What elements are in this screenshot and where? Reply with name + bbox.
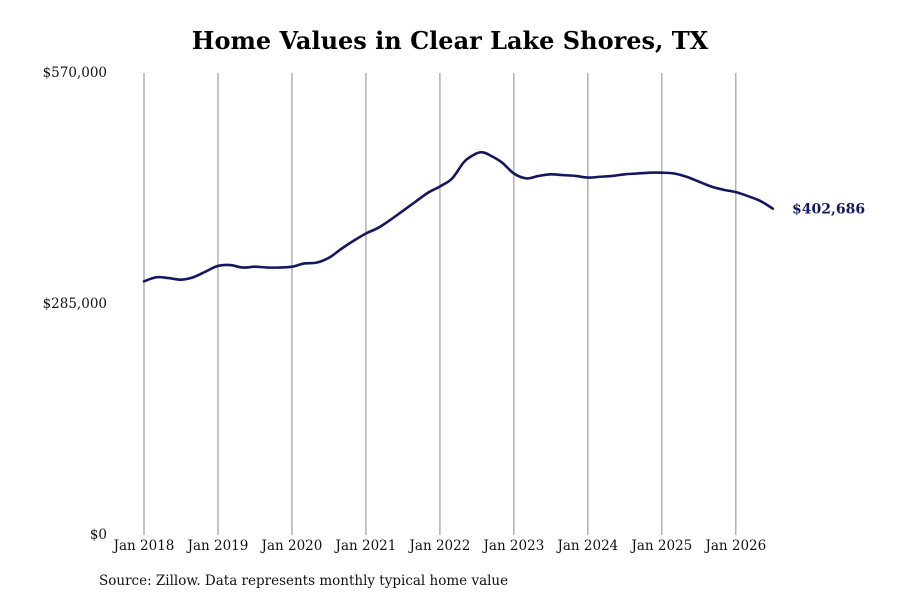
x-tick-label: Jan 2021 xyxy=(334,538,397,554)
x-tick-label: Jan 2019 xyxy=(186,538,249,554)
y-tick-label: $0 xyxy=(90,527,107,543)
chart-title: Home Values in Clear Lake Shores, TX xyxy=(191,26,709,55)
x-tick-label: Jan 2025 xyxy=(629,538,692,554)
x-tick-label: Jan 2023 xyxy=(481,538,544,554)
series-end-label: $402,686 xyxy=(792,202,865,218)
source-note: Source: Zillow. Data represents monthly … xyxy=(99,573,509,589)
series-group: $402,686 xyxy=(142,150,865,283)
x-tick-label: Jan 2020 xyxy=(260,538,323,554)
y-tick-label: $570,000 xyxy=(43,65,107,81)
series-line xyxy=(142,150,775,283)
x-tick-label: Jan 2024 xyxy=(555,538,618,554)
x-gridlines xyxy=(143,73,737,535)
y-tick-label: $285,000 xyxy=(43,296,107,312)
x-tick-labels: Jan 2018 Jan 2019 Jan 2020 Jan 2021 Jan 2022… xyxy=(112,538,767,554)
x-tick-label: Jan 2018 xyxy=(112,538,175,554)
y-tick-labels: $0 $285,000 $570,000 xyxy=(43,65,107,543)
x-tick-label: Jan 2026 xyxy=(703,538,766,554)
x-tick-label: Jan 2022 xyxy=(408,538,471,554)
